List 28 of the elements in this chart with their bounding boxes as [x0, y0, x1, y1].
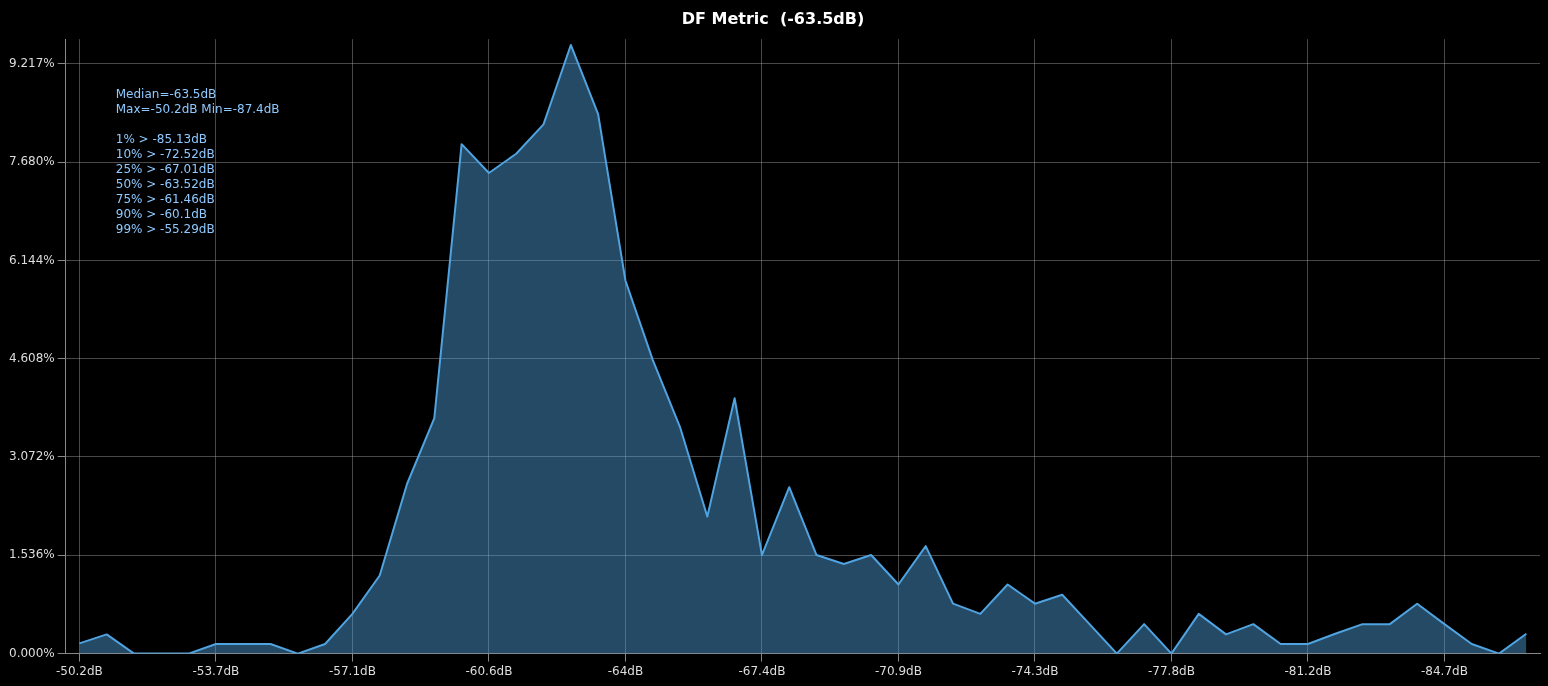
y-tick-label: 0.000% — [8, 645, 55, 660]
y-tick-label: 6.144% — [8, 252, 55, 267]
annotation: Max=-50.2dB Min=-87.4dB — [115, 102, 280, 117]
x-tick-label: -77.8dB — [1147, 663, 1195, 678]
y-tick-label: 4.608% — [8, 350, 55, 365]
annotation: Median=-63.5dB — [115, 87, 217, 102]
annotation: 1% > -85.13dB — [115, 132, 208, 147]
annotation: 10% > -72.52dB — [115, 147, 215, 162]
y-tick-label: 7.680% — [8, 154, 55, 169]
x-tick-label: -50.2dB — [55, 663, 103, 678]
y-tick-label: 3.072% — [8, 449, 55, 464]
x-tick-label: -60.6dB — [465, 663, 513, 678]
annotation: 25% > -67.01dB — [115, 162, 215, 177]
annotation: 90% > -60.1dB — [115, 207, 208, 222]
annotation: 75% > -61.46dB — [115, 192, 215, 207]
x-tick-label: -70.9dB — [874, 663, 922, 678]
x-tick-label: -53.7dB — [192, 663, 240, 678]
annotation: 99% > -55.29dB — [115, 222, 215, 237]
x-tick-label: -64dB — [607, 663, 644, 678]
y-tick-label: 1.536% — [8, 547, 55, 562]
annotation: 50% > -63.52dB — [115, 177, 215, 192]
chart-title: DF Metric (-63.5dB) — [681, 8, 865, 28]
x-tick-label: -84.7dB — [1420, 663, 1468, 678]
y-tick-label: 9.217% — [8, 55, 55, 70]
x-tick-label: -81.2dB — [1284, 663, 1332, 678]
x-tick-label: -67.4dB — [738, 663, 786, 678]
x-tick-label: -57.1dB — [328, 663, 376, 678]
x-tick-label: -74.3dB — [1011, 663, 1059, 678]
